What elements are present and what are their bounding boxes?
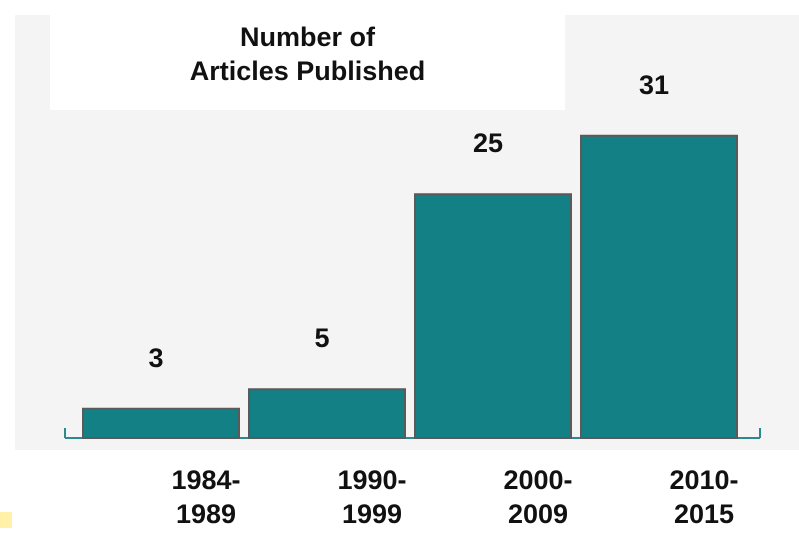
value-label: 25 xyxy=(472,128,504,159)
bar xyxy=(82,407,240,439)
bar xyxy=(248,388,406,439)
bar xyxy=(580,134,738,439)
bar xyxy=(414,193,572,439)
x-tick-label: 1984- 1989 xyxy=(171,465,241,529)
value-label: 5 xyxy=(314,323,330,354)
chart-title: Number of Articles Published xyxy=(189,22,426,86)
decoration xyxy=(0,512,12,528)
x-tick-label: 1990- 1999 xyxy=(337,465,407,529)
value-label: 3 xyxy=(148,342,164,373)
x-tick-label: 2010- 2015 xyxy=(669,465,739,529)
x-tick-label: 2000- 2009 xyxy=(503,465,573,529)
value-label: 31 xyxy=(638,69,670,100)
title-box xyxy=(50,0,565,110)
